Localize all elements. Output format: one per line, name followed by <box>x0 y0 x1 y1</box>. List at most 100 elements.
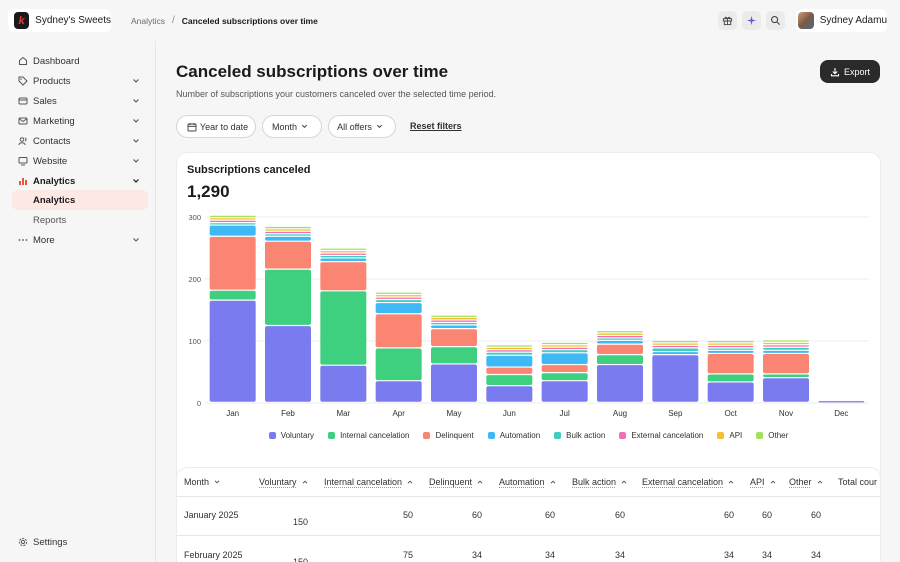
bar-segment <box>763 350 809 353</box>
table-cell: 34 <box>545 550 556 560</box>
bar-segment <box>265 234 311 236</box>
sidebar-item-website[interactable]: Website <box>12 151 148 171</box>
legend-swatch <box>328 432 336 439</box>
bar-segment <box>652 341 699 343</box>
granularity-filter[interactable]: Month <box>262 115 322 138</box>
legend-entry[interactable]: Automation <box>487 431 541 440</box>
legend-entry[interactable]: API <box>717 431 742 440</box>
x-tick-label: Feb <box>281 409 295 418</box>
sidebar-item-marketing[interactable]: Marketing <box>12 111 148 131</box>
bar-segment <box>597 336 643 338</box>
legend-label: API <box>729 431 743 440</box>
bar-segment <box>265 269 311 325</box>
bar-segment <box>431 318 477 320</box>
bar-segment <box>707 350 754 353</box>
chevron-down-icon <box>133 159 139 163</box>
sidebar-item-sales[interactable]: Sales <box>12 91 148 111</box>
reset-filters-link[interactable]: Reset filters <box>410 121 462 131</box>
sidebar-subitem-label: Analytics <box>33 194 76 206</box>
filter-label: Year to date <box>199 121 249 132</box>
column-header-month[interactable]: Month <box>184 477 221 487</box>
legend-label: Automation <box>499 431 541 440</box>
offers-filter[interactable]: All offers <box>328 115 396 138</box>
legend-entry[interactable]: Bulk action <box>554 431 605 440</box>
bar-segment <box>597 355 643 364</box>
column-header-delinquent[interactable]: Delinquent <box>429 477 484 487</box>
table-cell: 150 <box>293 517 309 527</box>
page-title: Canceled subscriptions over time <box>176 62 449 81</box>
sidebar-item-label: Website <box>33 155 68 167</box>
breadcrumb-parent[interactable]: Analytics <box>131 15 166 26</box>
legend-swatch <box>423 432 431 439</box>
table-cell: 34 <box>472 550 483 560</box>
legend-entry[interactable]: Delinquent <box>423 431 474 440</box>
legend-swatch <box>554 432 562 439</box>
bar-segment <box>375 314 422 348</box>
column-header-total[interactable]: Total cour <box>838 477 878 487</box>
column-header-voluntary[interactable]: Voluntary <box>259 477 309 487</box>
search-icon[interactable] <box>766 11 785 30</box>
column-header-external-cancelation[interactable]: External cancelation <box>642 477 735 487</box>
sidebar-item-more[interactable]: More <box>12 230 148 250</box>
chevron-up-icon <box>621 480 627 484</box>
store-switcher[interactable]: k Sydney's Sweets <box>8 9 111 32</box>
column-header-api[interactable]: API <box>750 477 777 487</box>
column-header-internal-cancelation[interactable]: Internal cancelation <box>324 477 414 487</box>
sidebar-item-dashboard[interactable]: Dashboard <box>12 51 148 71</box>
chevron-up-icon <box>550 480 555 484</box>
sidebar-item-contacts[interactable]: Contacts <box>12 131 148 151</box>
legend-swatch <box>717 432 725 439</box>
user-menu[interactable]: Sydney Adamu <box>796 9 887 32</box>
table-header-divider <box>177 496 880 497</box>
column-header-other[interactable]: Other <box>789 477 824 487</box>
table-cell: 60 <box>724 510 735 520</box>
chevron-down-icon <box>133 139 139 143</box>
chevron-down-icon <box>301 124 308 129</box>
bar-segment <box>320 253 367 255</box>
date-range-filter[interactable]: Year to date <box>176 115 256 138</box>
bar-segment <box>486 345 533 347</box>
chevron-up-icon <box>817 480 822 484</box>
bar-segment <box>597 333 643 335</box>
legend-entry[interactable]: External cancelation <box>619 431 703 440</box>
bar-segment <box>375 303 422 314</box>
legend-entry[interactable]: Other <box>756 431 788 440</box>
sidebar-item-label: Contacts <box>33 135 71 147</box>
bar-segment <box>707 374 754 382</box>
sidebar-item-settings[interactable]: Settings <box>12 532 148 552</box>
bar-segment <box>707 382 754 402</box>
column-header-automation[interactable]: Automation <box>499 477 557 487</box>
bar-segment <box>431 364 477 402</box>
bar-segment <box>375 297 422 299</box>
legend-entry[interactable]: Voluntary <box>268 431 314 440</box>
store-logo: k <box>14 12 30 29</box>
bar-segment <box>265 226 311 229</box>
bar-segment <box>763 340 809 342</box>
bar-segment <box>597 365 643 402</box>
bar-segment <box>375 292 422 294</box>
sidebar-subitem-analytics[interactable]: Analytics <box>12 190 148 210</box>
bar-segment <box>265 231 311 234</box>
bar-segment <box>486 352 533 355</box>
sidebar-item-products[interactable]: Products <box>12 71 148 91</box>
store-name: Sydney's Sweets <box>35 15 111 26</box>
gift-icon[interactable] <box>718 11 737 30</box>
legend-entry[interactable]: Internal cancelation <box>328 431 409 440</box>
sidebar-subitem-reports[interactable]: Reports <box>12 210 148 230</box>
bar-segment <box>265 326 311 402</box>
bar-segment <box>209 215 256 218</box>
bar-segment <box>486 347 533 350</box>
column-header-bulk-action[interactable]: Bulk action <box>572 477 628 487</box>
breadcrumb-current: Canceled subscriptions over time <box>181 15 318 26</box>
table-row-divider <box>177 535 880 536</box>
sidebar-item-label: More <box>33 234 55 246</box>
export-button[interactable]: Export <box>820 60 880 83</box>
bar-segment <box>541 365 588 373</box>
filter-label: Month <box>271 121 297 132</box>
sparkle-icon[interactable] <box>742 11 761 30</box>
sidebar-item-analytics[interactable]: Analytics <box>12 171 148 191</box>
bar-segment <box>541 353 588 364</box>
legend-label: Other <box>768 431 789 440</box>
top-bar: k Sydney's Sweets Analytics / Canceled s… <box>0 0 900 41</box>
chart-card: Subscriptions canceled 1,290 0 100 200 300 J… <box>177 153 880 493</box>
